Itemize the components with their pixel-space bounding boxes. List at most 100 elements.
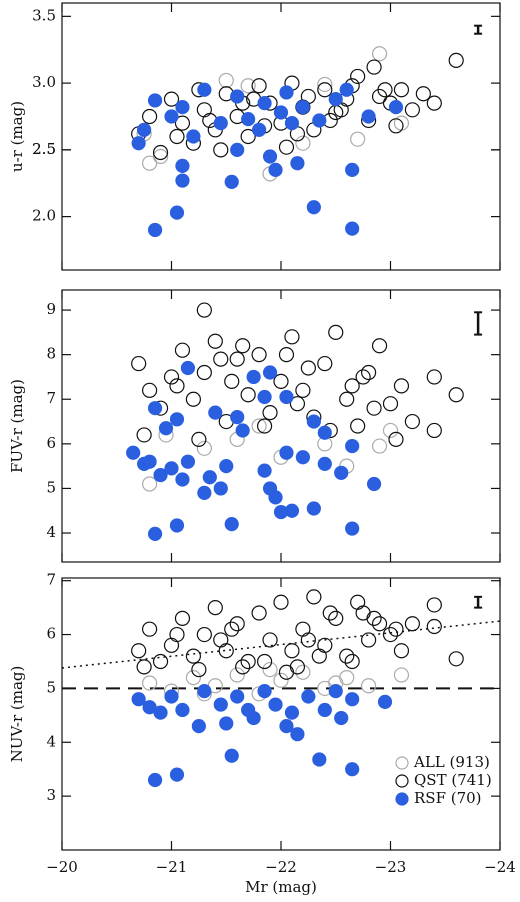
point [278,347,295,363]
point [142,476,158,492]
point [191,431,207,447]
y-tick-label: 3.5 [32,6,56,24]
point [180,360,196,376]
point [339,670,355,686]
point [164,109,179,124]
point [334,710,349,726]
point [366,400,382,416]
point [290,156,305,171]
point [345,692,360,707]
plot-frame [61,2,501,271]
x-tick-label: −20 [46,858,78,876]
point [241,702,256,718]
point [344,653,360,670]
point [284,329,300,345]
point [191,719,206,734]
y-tick-label: 3 [46,786,56,804]
point [345,438,360,454]
point [284,705,300,720]
point [229,667,245,683]
y-axis-label: u-r (mag) [8,101,26,172]
point [257,389,272,405]
fit-line [61,620,501,669]
point [147,772,163,788]
point [169,626,185,643]
point [388,100,404,115]
point [262,661,278,678]
point [230,142,245,157]
legend-label: ALL (913) [413,753,490,771]
point [345,162,360,177]
point [273,373,289,390]
plot-frame [61,289,501,563]
point [300,360,316,376]
y-tick-label: 2.5 [32,140,56,158]
point [241,112,256,127]
point [345,521,360,536]
point [169,518,185,533]
point [404,413,420,430]
point [328,324,344,340]
y-tick-label: 3.0 [32,73,56,91]
legend-marker [395,792,409,806]
point [131,643,147,659]
point [393,378,410,394]
point [262,365,278,380]
y-tick-label: 6 [46,625,56,643]
point [268,162,283,177]
point [131,692,146,707]
point [257,684,272,699]
point [317,82,333,98]
point [136,427,152,443]
point [256,653,273,670]
point [131,355,147,372]
point [131,136,146,151]
x-tick-label: −21 [156,858,188,876]
point [350,68,366,85]
point [169,767,185,782]
point [339,82,354,97]
point [306,200,321,215]
point [426,597,442,613]
point [219,459,234,474]
point [230,89,245,104]
point [196,626,212,643]
point [355,605,371,621]
y-tick-label: 2.5 [32,140,56,158]
point [240,78,256,94]
point [361,678,377,694]
point [334,465,349,480]
point [426,369,442,385]
point [366,59,382,75]
point [142,382,158,398]
point [317,425,332,440]
point [213,351,229,367]
point [262,405,278,421]
point [256,418,273,434]
point [279,389,294,405]
point [382,422,399,439]
point [169,128,185,145]
point [230,689,245,704]
point [366,610,382,626]
point [262,149,278,164]
point [251,418,267,434]
point [224,621,240,637]
point [213,481,228,496]
point [202,470,217,485]
point [197,485,212,500]
point [426,95,442,111]
point [180,454,196,469]
point [240,128,256,145]
y-tick-label: 5 [46,478,56,496]
point [361,364,377,381]
point [229,351,245,367]
point [235,659,251,675]
point [169,378,185,394]
point [393,667,410,683]
point [366,476,382,492]
point [268,490,283,505]
point [339,391,355,407]
point [218,643,234,659]
y-tick-label: 7 [46,571,56,589]
